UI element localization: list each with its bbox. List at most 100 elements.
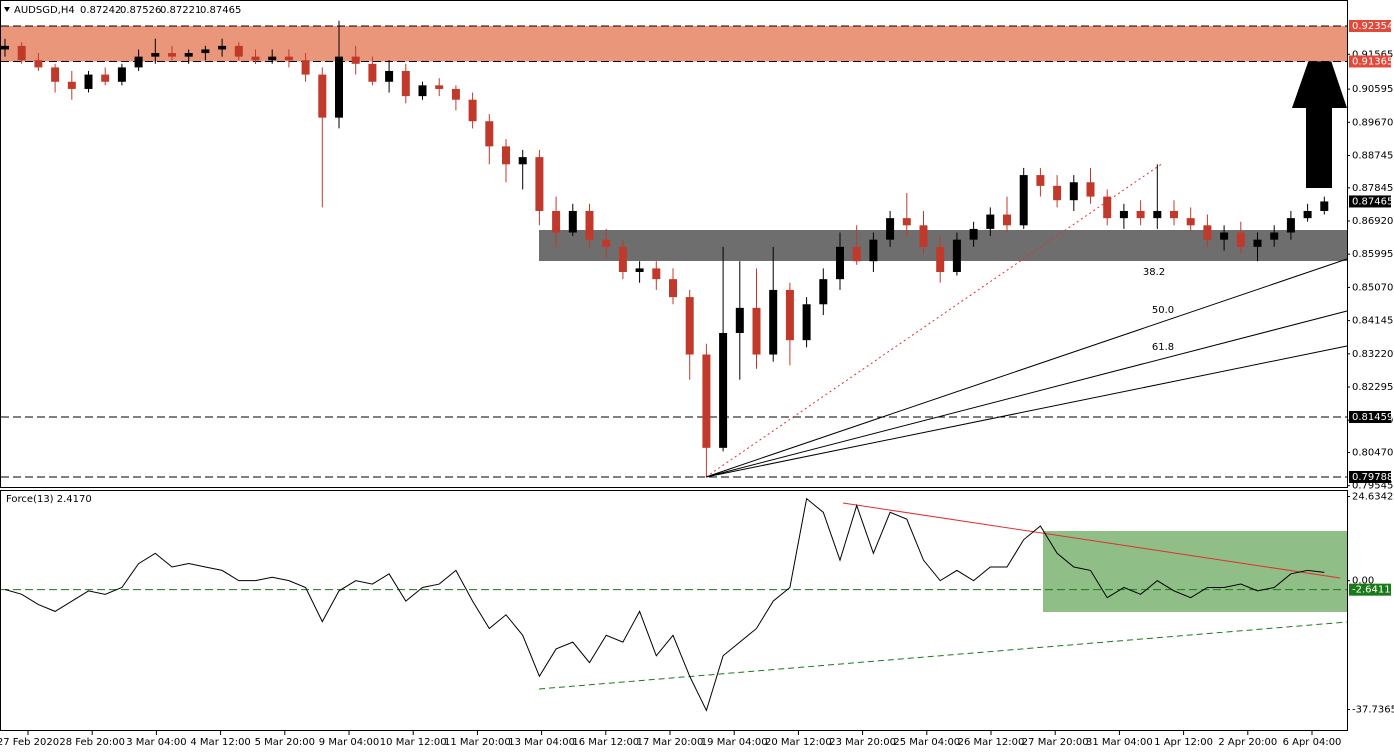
candle-body xyxy=(84,74,93,89)
x-tick-label: 11 Mar 20:00 xyxy=(444,737,511,748)
support-trend xyxy=(538,621,1348,690)
candle-body xyxy=(819,279,828,305)
candle-body xyxy=(318,74,327,118)
x-tick-label: 13 Mar 04:00 xyxy=(508,737,575,748)
candle-body xyxy=(301,60,310,75)
header-value: 0.87526 xyxy=(120,5,161,16)
y-tick-label: 0.89670 xyxy=(1352,117,1393,128)
candle-body xyxy=(869,239,878,262)
candle-body xyxy=(335,56,343,118)
level-label-box xyxy=(1349,583,1391,596)
chart-title: AUDSGD,H4 xyxy=(14,5,75,16)
price-label-box xyxy=(1349,195,1391,208)
x-tick-label: 17 Mar 20:00 xyxy=(637,737,704,748)
x-tick-label: 5 Mar 20:00 xyxy=(255,737,315,748)
fib-fan-line xyxy=(705,345,1348,478)
candle-body xyxy=(535,157,544,211)
candle-body xyxy=(1253,239,1262,247)
indicator-frame xyxy=(0,490,1348,731)
candle-body xyxy=(936,246,945,272)
indicator-title: Force(13) 2.4170 xyxy=(6,494,92,505)
candle-body xyxy=(1053,185,1062,201)
header-value: 0.87221 xyxy=(160,5,201,16)
y-tick-label: 0.91565 xyxy=(1352,49,1393,60)
candle-body xyxy=(652,268,661,280)
candle-body xyxy=(468,99,477,122)
candle-body xyxy=(685,297,694,355)
y-tick-label: 0.86920 xyxy=(1352,216,1393,227)
y-tick-label: 0.85070 xyxy=(1352,282,1393,293)
candle-body xyxy=(1303,210,1312,219)
candle-body xyxy=(268,56,277,61)
candle-body xyxy=(902,218,911,226)
y-tick-label: 0.82295 xyxy=(1352,382,1393,393)
candle-body xyxy=(552,210,561,233)
candle-body xyxy=(919,225,928,247)
candle-body xyxy=(351,56,360,64)
candle-body xyxy=(51,67,60,82)
candle-body xyxy=(385,70,394,82)
candle-body xyxy=(418,85,427,97)
y-tick-label: 0.80470 xyxy=(1352,448,1393,459)
candle-body xyxy=(401,70,410,97)
candle-body xyxy=(101,74,110,82)
candle-body xyxy=(518,157,527,165)
price-label: 0.81459 xyxy=(1352,412,1393,423)
x-tick-label: 28 Feb 20:00 xyxy=(59,737,125,748)
x-tick-label: 27 Feb 2020 xyxy=(0,737,59,748)
y-tick-label: 0.87845 xyxy=(1352,183,1393,194)
candle-body xyxy=(1286,218,1295,233)
x-tick-label: 2 Apr 20:00 xyxy=(1218,737,1277,748)
candle-body xyxy=(451,88,460,100)
candle-body xyxy=(1069,182,1078,201)
fib-fan-line xyxy=(705,310,1348,478)
candle-body xyxy=(218,45,227,50)
fib-label: 38.2 xyxy=(1143,267,1165,278)
price-label: 0.87465 xyxy=(1352,196,1393,207)
candle-body xyxy=(585,210,594,240)
x-tick-label: 27 Mar 20:00 xyxy=(1022,737,1089,748)
candle-body xyxy=(184,53,193,57)
candle-body xyxy=(117,67,126,82)
candle-body xyxy=(802,304,811,341)
x-tick-label: 9 Mar 04:00 xyxy=(319,737,379,748)
y-tick-label: -37.7365 xyxy=(1352,705,1394,716)
x-tick-label: 19 Mar 04:00 xyxy=(701,737,768,748)
resistance-trend xyxy=(842,502,1341,579)
price-label: 0.91365 xyxy=(1352,56,1393,67)
resistance-zone xyxy=(1,25,1347,62)
up-arrow xyxy=(1292,28,1347,188)
candle-body xyxy=(568,210,577,233)
candle-body xyxy=(1019,175,1028,226)
candle-body xyxy=(34,60,43,68)
candle-body xyxy=(151,53,160,57)
x-tick-label: 26 Mar 12:00 xyxy=(958,737,1025,748)
price-label: 0.79788 xyxy=(1352,472,1393,483)
price-label-box xyxy=(1349,411,1391,424)
candle-body xyxy=(1153,210,1162,219)
candle-body xyxy=(669,279,677,298)
candle-body xyxy=(17,45,26,61)
candle-body xyxy=(719,332,728,448)
x-tick-label: 23 Mar 20:00 xyxy=(829,737,896,748)
x-tick-label: 3 Mar 04:00 xyxy=(126,737,186,748)
candle-body xyxy=(602,239,611,247)
candle-body xyxy=(886,218,895,240)
candle-body xyxy=(1203,225,1212,240)
force-line xyxy=(4,497,1325,712)
fib-label: 50.0 xyxy=(1152,305,1174,316)
x-tick-label: 25 Mar 04:00 xyxy=(893,737,960,748)
candle-body xyxy=(502,146,510,165)
price-label: 0.92354 xyxy=(1352,21,1393,32)
candle-body xyxy=(284,56,293,61)
candle-body xyxy=(168,53,176,57)
menu-icon xyxy=(4,7,10,12)
x-tick-label: 16 Mar 12:00 xyxy=(572,737,639,748)
candle-body xyxy=(134,56,143,68)
y-tick-label: 24.6342 xyxy=(1352,492,1393,503)
candle-body xyxy=(1003,214,1011,226)
y-tick-label: 0.90595 xyxy=(1352,84,1393,95)
candle-body xyxy=(1236,232,1245,247)
header-value: 0.87242 xyxy=(80,5,121,16)
candle-body xyxy=(1170,210,1178,219)
